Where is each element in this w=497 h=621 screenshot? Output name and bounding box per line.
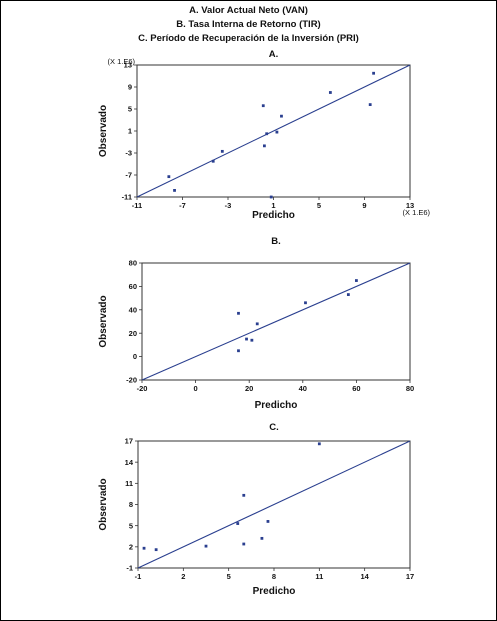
chart-1-data-point <box>250 338 254 342</box>
chart-2-y-tick-label: 5 <box>129 521 133 530</box>
chart-2-fit-line <box>137 440 411 569</box>
chart-0-x-tick-label: 9 <box>362 201 366 210</box>
chart-0-y-tick-label: -7 <box>125 171 132 180</box>
chart-2-data-point <box>236 522 240 525</box>
chart-2-title: C. <box>269 422 279 433</box>
chart-1-x-tick-label: 60 <box>352 384 360 393</box>
chart-1-fit-line <box>141 262 411 381</box>
chart-0-title: A. <box>269 49 279 60</box>
caption-line-a: A. Valor Actual Neto (VAN) <box>189 5 308 16</box>
chart-0-y-tick-label: -3 <box>125 149 132 158</box>
chart-0-data-point <box>265 132 269 136</box>
chart-2-y-tick-label: 14 <box>125 458 134 467</box>
chart-1-y-tick-label: 40 <box>129 305 137 314</box>
chart-2-y-tick-label: -1 <box>126 564 133 573</box>
chart-0-data-point <box>368 103 372 106</box>
chart-1-x-tick-label: -20 <box>137 384 148 393</box>
chart-0-data-point <box>280 114 283 118</box>
chart-0-data-point <box>275 130 279 134</box>
chart-0-data-point <box>269 195 273 199</box>
chart-1-y-tick-label: 0 <box>133 352 137 361</box>
chart-1-y-axis-label: Observado <box>98 295 109 347</box>
chart-2-data-point <box>204 544 208 548</box>
chart-0-data-point <box>328 91 332 94</box>
chart-2-x-tick-label: 5 <box>227 572 231 581</box>
chart-0-y-scale-note: (X 1.E6) <box>107 57 135 66</box>
chart-1-data-point <box>237 311 240 315</box>
chart-1-x-axis-label: Predicho <box>255 400 298 411</box>
chart-1-data-point <box>245 337 248 341</box>
chart-0-y-tick-label: -11 <box>122 193 132 202</box>
chart-0-data-point <box>211 159 215 163</box>
chart-2-x-tick-label: 14 <box>360 572 369 581</box>
chart-0-x-tick-label: 5 <box>317 201 321 210</box>
chart-2-y-tick-label: 8 <box>129 500 133 509</box>
chart-1-x-tick-label: 0 <box>194 384 198 393</box>
chart-1-x-tick-label: 80 <box>406 384 414 393</box>
chart-1-y-tick-label: 60 <box>129 282 137 291</box>
chart-0-x-tick-label: -7 <box>179 201 186 210</box>
chart-2-x-tick-label: 8 <box>272 572 276 581</box>
chart-0-y-tick-label: 5 <box>128 105 132 114</box>
chart-1-data-point <box>304 301 307 305</box>
chart-1-x-tick-label: 40 <box>299 384 307 393</box>
chart-0-x-tick-label: -11 <box>132 201 142 210</box>
chart-2-x-tick-label: -1 <box>135 572 142 581</box>
chart-1-data-point <box>355 279 358 282</box>
caption-line-c: C. Período de Recuperación de la Inversi… <box>138 33 359 44</box>
chart-0-data-point <box>261 104 265 108</box>
chart-2-x-axis-label: Predicho <box>253 586 296 597</box>
chart-2-data-point <box>260 536 264 540</box>
chart-0-x-scale-note: (X 1.E6) <box>402 208 430 217</box>
chart-2-x-tick-label: 17 <box>406 572 414 581</box>
chart-1-title: B. <box>271 236 281 247</box>
chart-2-data-point <box>142 546 146 550</box>
chart-2-data-point <box>266 520 270 523</box>
chart-0-data-point <box>263 144 266 148</box>
chart-2-data-point <box>154 548 158 552</box>
chart-2-x-tick-label: 11 <box>315 572 323 581</box>
chart-1-x-tick-label: 20 <box>245 384 253 393</box>
chart-2-y-tick-label: 11 <box>125 479 133 488</box>
chart-0-data-point <box>220 149 224 153</box>
chart-2-data-point <box>242 493 246 497</box>
chart-0-data-point <box>173 189 176 192</box>
chart-2-data-point <box>317 442 321 446</box>
chart-1-y-tick-label: 20 <box>129 329 137 338</box>
chart-0-x-axis-label: Predicho <box>252 210 295 221</box>
chart-2-y-axis-label: Observado <box>98 478 109 530</box>
chart-1-data-point <box>255 322 259 326</box>
chart-1-data-point <box>237 349 240 353</box>
chart-0-fit-line <box>136 64 411 198</box>
chart-0-y-tick-label: 9 <box>128 83 132 92</box>
chart-0-y-axis-label: Observado <box>98 105 109 157</box>
chart-2-y-tick-label: 17 <box>125 437 133 446</box>
chart-2-x-tick-label: 2 <box>181 572 185 581</box>
chart-1-y-tick-label: -20 <box>126 376 137 385</box>
chart-2-y-tick-label: 2 <box>129 542 133 551</box>
chart-0-x-tick-label: 13 <box>406 201 414 210</box>
caption-line-b: B. Tasa Interna de Retorno (TIR) <box>176 19 321 30</box>
chart-0-y-tick-label: 13 <box>124 61 132 70</box>
chart-0-data-point <box>167 175 171 179</box>
chart-0-x-tick-label: 1 <box>271 201 275 210</box>
chart-0-data-point <box>372 71 375 75</box>
chart-1-plot-area <box>141 262 411 381</box>
chart-1-y-tick-label: 80 <box>129 259 137 268</box>
chart-0-y-tick-label: 1 <box>128 127 132 136</box>
chart-2-data-point <box>242 542 246 546</box>
chart-0-x-tick-label: -3 <box>225 201 232 210</box>
chart-1-data-point <box>346 293 350 296</box>
